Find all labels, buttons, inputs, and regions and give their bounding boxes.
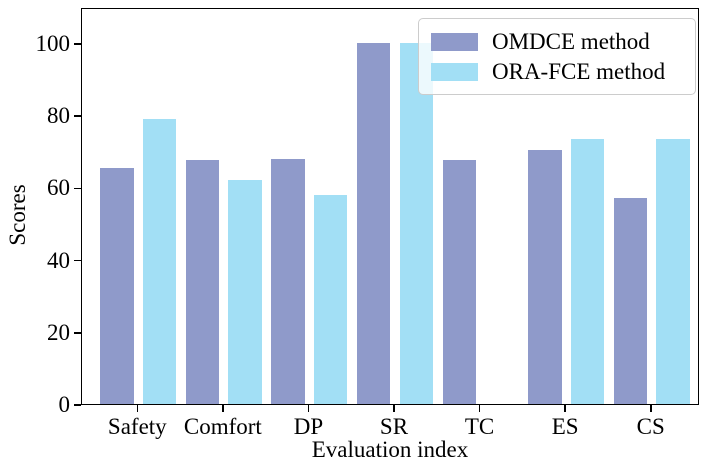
bar-ora-fce-cs: [656, 138, 690, 404]
x-tick-label-comfort: Comfort: [183, 414, 262, 439]
bar-omdce-dp: [271, 158, 305, 404]
y-tick-mark: [74, 115, 81, 118]
x-tick-mark: [478, 405, 481, 412]
x-tick-mark: [307, 405, 310, 412]
y-tick-label: 40: [47, 247, 70, 273]
legend-swatch-omdce-icon: [431, 33, 478, 51]
bar-omdce-es: [528, 149, 562, 404]
x-tick-label-sr: SR: [379, 414, 409, 439]
y-tick-label: 60: [47, 175, 70, 201]
y-tick-label: 80: [47, 103, 70, 129]
legend-swatch-ora-fce-icon: [431, 63, 478, 81]
legend-item-omdce: OMDCE method: [431, 27, 695, 57]
legend-label-omdce: OMDCE method: [492, 29, 650, 54]
y-tick-label: 0: [58, 392, 71, 417]
x-tick-mark: [393, 405, 395, 412]
legend-item-ora-fce: ORA-FCE method: [431, 57, 695, 87]
bar-omdce-safety: [100, 167, 134, 404]
bar-omdce-tc: [442, 160, 477, 404]
legend-label-ora-fce: ORA-FCE method: [492, 59, 666, 84]
bar-omdce-sr: [356, 43, 391, 404]
bar-ora-fce-dp: [313, 194, 348, 404]
x-tick-label-cs: CS: [636, 414, 665, 439]
x-tick-label-es: ES: [551, 414, 579, 439]
legend: OMDCE method ORA-FCE method: [418, 18, 696, 95]
bar-ora-fce-sr: [399, 43, 434, 404]
bar-omdce-cs: [613, 198, 648, 404]
x-tick-label-tc: TC: [464, 414, 495, 439]
y-tick-mark: [74, 43, 81, 45]
x-tick-mark: [222, 405, 224, 412]
bar-ora-fce-comfort: [228, 180, 262, 404]
x-tick-mark: [136, 405, 139, 412]
bar-ora-fce-safety: [142, 118, 177, 404]
y-tick-mark: [74, 259, 81, 262]
x-tick-mark: [649, 405, 652, 412]
y-tick-mark: [74, 187, 81, 190]
plot-area: OMDCE method ORA-FCE method: [81, 8, 699, 405]
bar-ora-fce-es: [570, 138, 605, 404]
bar-omdce-comfort: [185, 160, 220, 404]
x-tick-label-safety: Safety: [107, 414, 167, 439]
y-tick-label: 20: [47, 319, 70, 345]
x-tick-mark: [564, 405, 566, 412]
bars-layer: [82, 9, 698, 404]
y-tick-mark: [74, 404, 81, 406]
y-tick-mark: [74, 332, 81, 334]
x-axis-label: Evaluation index: [311, 437, 469, 462]
x-tick-label-dp: DP: [293, 414, 324, 439]
y-tick-label: 100: [35, 31, 71, 57]
